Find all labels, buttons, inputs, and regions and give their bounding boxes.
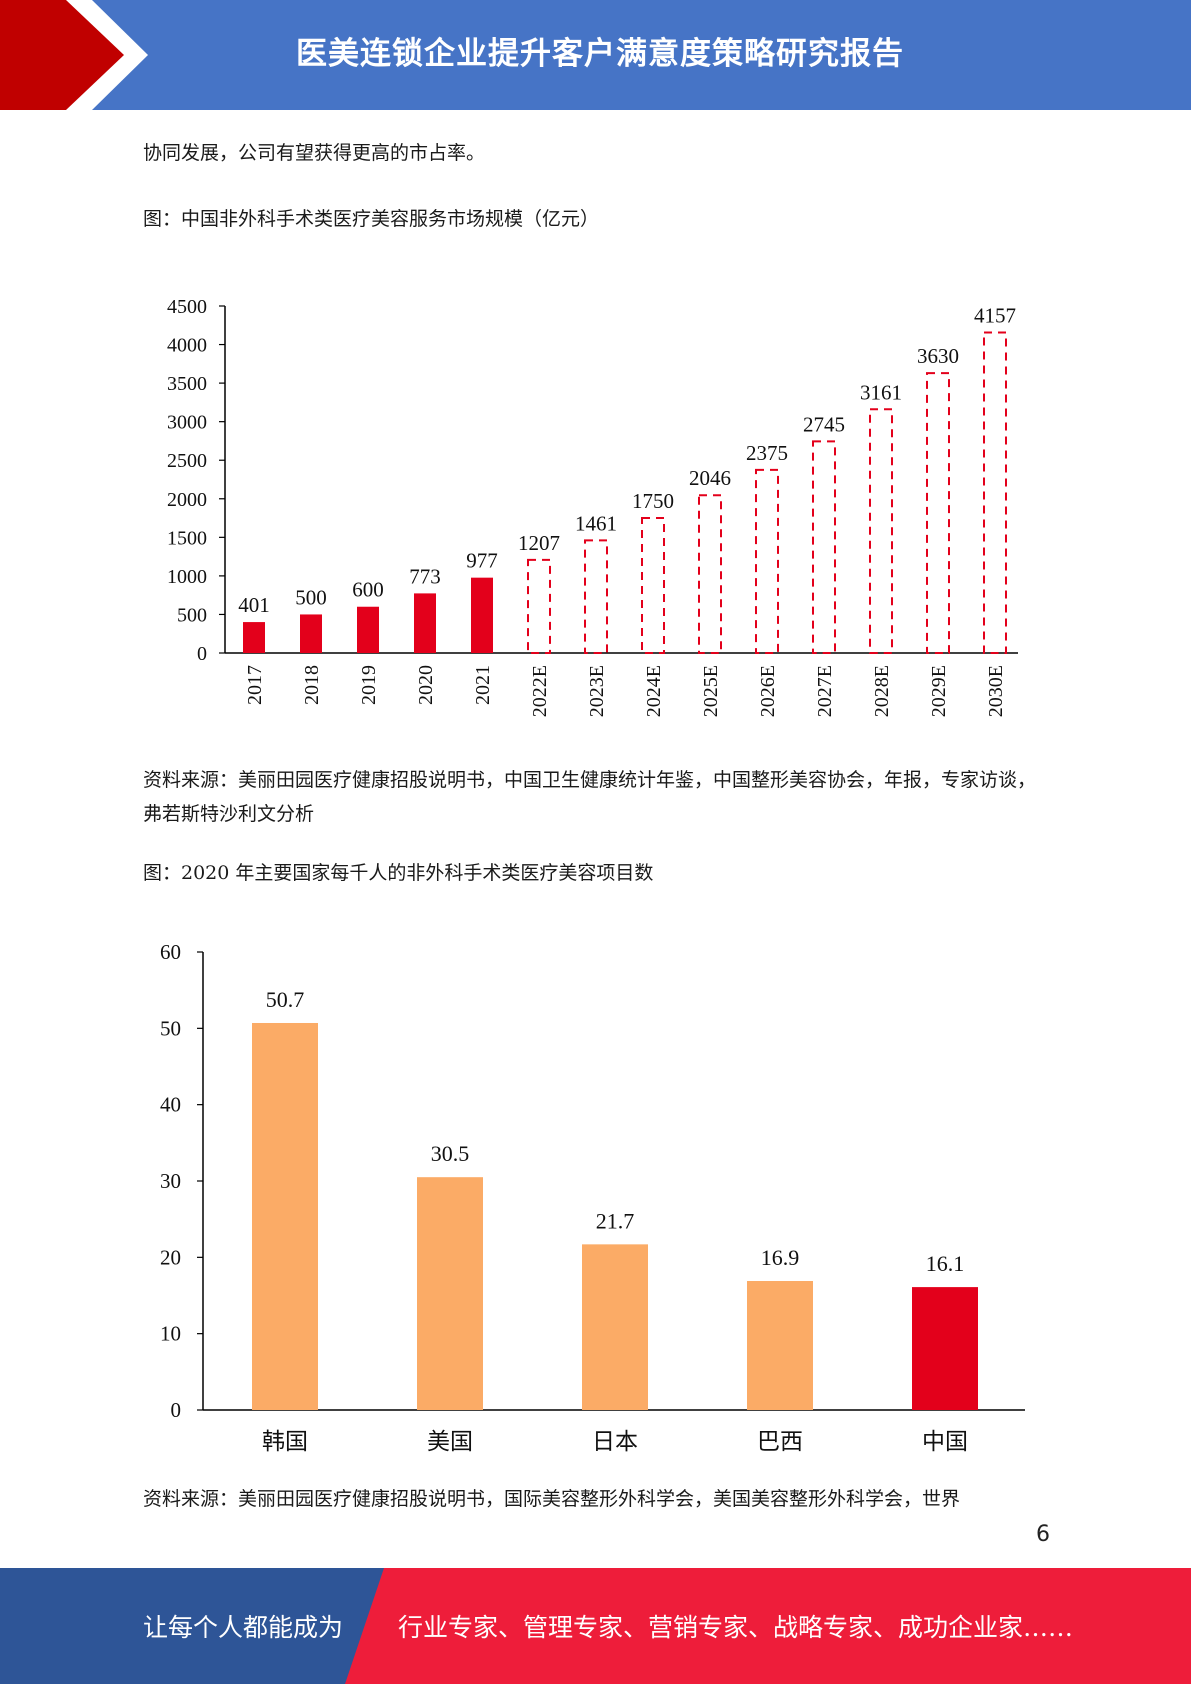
bar-value-label: 401 [238, 593, 270, 617]
country-comparison-chart-svg: 0 10 20 30 40 50 60 50.7 韩国 30.5 美国 21.7 日本 16.9 巴西 16.… [160, 940, 1025, 1454]
market-size-chart-svg: 0 500 1000 1500 2000 2500 3000 3500 4000 4500 401 2… [167, 296, 1018, 717]
y-tick-label: 50 [160, 1016, 181, 1040]
bar-forecast [584, 539, 608, 654]
x-category-label: 2027E [814, 665, 836, 717]
bar-forecast [812, 440, 836, 654]
bar-value-label: 2375 [746, 441, 788, 465]
bar-value-label: 600 [352, 578, 384, 602]
bar-actual [414, 593, 436, 653]
page-footer: 让每个人都能成为 行业专家、管理专家、营销专家、战略专家、成功企业家…… [0, 1568, 1191, 1684]
y-tick-label: 40 [160, 1093, 181, 1117]
bar-value-label: 1461 [575, 511, 617, 535]
x-category-label: 2018 [301, 665, 323, 705]
bar [912, 1287, 978, 1410]
x-category-label: 2020 [415, 665, 437, 705]
x-category-label: 2026E [757, 665, 779, 717]
bar-value-label: 3630 [917, 344, 959, 368]
page-header: 医美连锁企业提升客户满意度策略研究报告 [0, 0, 1191, 110]
y-tick-label: 4500 [167, 296, 207, 318]
x-category-label: 韩国 [262, 1429, 308, 1454]
bar-forecast [755, 468, 779, 654]
x-category-label: 2025E [700, 665, 722, 717]
x-category-label: 2028E [871, 665, 893, 717]
bar-forecast [926, 372, 950, 654]
bar-forecast [983, 331, 1007, 655]
x-category-label: 日本 [592, 1429, 638, 1454]
y-tick-label: 30 [160, 1169, 181, 1193]
y-tick-label: 1500 [167, 527, 207, 549]
y-tick-label: 2500 [167, 450, 207, 472]
bar-value-label: 21.7 [596, 1208, 635, 1233]
bar-value-label: 4157 [974, 303, 1016, 327]
bar-forecast [641, 517, 665, 654]
figure1-caption: 图：中国非外科手术类医疗美容服务市场规模（亿元） [143, 208, 600, 230]
y-tick-label: 3000 [167, 412, 207, 434]
country-comparison-chart: 0 10 20 30 40 50 60 50.7 韩国 30.5 美国 21.7 日本 16.9 巴西 16.… [0, 930, 1191, 1474]
report-title: 医美连锁企业提升客户满意度策略研究报告 [296, 36, 904, 72]
x-category-label: 2024E [643, 665, 665, 717]
footer-slogan-right: 行业专家、管理专家、营销专家、战略专家、成功企业家…… [398, 1613, 1074, 1642]
bar-value-label: 773 [409, 564, 441, 588]
bar-value-label: 500 [295, 585, 327, 609]
bar-value-label: 30.5 [431, 1141, 470, 1166]
bar-actual [357, 606, 379, 653]
bar-value-label: 3161 [860, 380, 902, 404]
x-category-label: 2021 [472, 665, 494, 705]
figure2-caption: 图：2020 年主要国家每千人的非外科手术类医疗美容项目数 [143, 862, 654, 884]
footer-slogan-left: 让每个人都能成为 [143, 1613, 344, 1642]
bar-value-label: 50.7 [266, 987, 305, 1012]
x-category-label: 2023E [586, 665, 608, 717]
y-tick-label: 500 [177, 604, 207, 626]
y-tick-label: 10 [160, 1322, 181, 1346]
bar-actual [471, 577, 493, 653]
bar-value-label: 1207 [518, 531, 560, 555]
bar-value-label: 16.9 [761, 1245, 800, 1270]
bar [252, 1022, 318, 1410]
x-category-label: 2017 [244, 665, 266, 705]
bar-value-label: 2745 [803, 412, 845, 436]
y-tick-label: 3500 [167, 373, 207, 395]
y-tick-label: 4000 [167, 335, 207, 357]
bar-forecast [698, 494, 722, 654]
figure1-source: 资料来源：美丽田园医疗健康招股说明书，中国卫生健康统计年鉴，中国整形美容协会，年… [143, 769, 1037, 825]
x-category-label: 巴西 [757, 1429, 803, 1454]
bar-value-label: 977 [466, 549, 498, 573]
page-number: 6 [1036, 1522, 1050, 1547]
x-category-label: 2022E [529, 665, 551, 717]
bar [417, 1177, 483, 1410]
x-category-label: 中国 [922, 1429, 968, 1454]
x-category-label: 2030E [985, 665, 1007, 717]
bar-forecast [869, 408, 893, 654]
x-category-label: 2019 [358, 665, 380, 705]
figure2-source: 资料来源：美丽田园医疗健康招股说明书，国际美容整形外科学会，美国美容整形外科学会… [143, 1488, 961, 1510]
bar-actual [243, 622, 265, 653]
bar [747, 1280, 813, 1410]
intro-paragraph: 协同发展，公司有望获得更高的市占率。 [143, 142, 486, 164]
y-tick-label: 0 [171, 1398, 182, 1422]
bar-value-label: 2046 [689, 466, 731, 490]
header-background [0, 0, 1191, 110]
x-category-label: 美国 [427, 1429, 473, 1454]
footer-background [0, 1568, 1191, 1684]
bar [582, 1244, 648, 1410]
market-size-chart: 0 500 1000 1500 2000 2500 3000 3500 4000 4500 401 2… [0, 270, 1191, 744]
y-tick-label: 0 [197, 643, 207, 665]
x-category-label: 2029E [928, 665, 950, 717]
bar-forecast [527, 558, 551, 654]
y-tick-label: 2000 [167, 489, 207, 511]
bar-actual [300, 614, 322, 653]
bar-value-label: 16.1 [926, 1251, 965, 1276]
y-tick-label: 60 [160, 940, 181, 964]
y-tick-label: 20 [160, 1245, 181, 1269]
y-tick-label: 1000 [167, 566, 207, 588]
bar-value-label: 1750 [632, 489, 674, 513]
